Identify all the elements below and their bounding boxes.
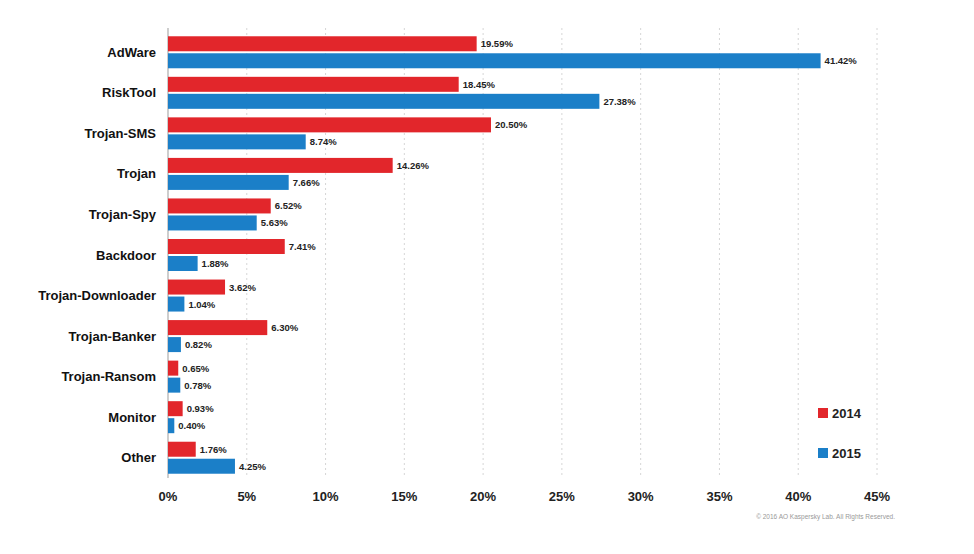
data-label: 1.88% xyxy=(202,258,229,269)
data-label: 6.30% xyxy=(271,322,298,333)
grid-line xyxy=(798,28,799,478)
bar xyxy=(168,297,184,312)
bar xyxy=(168,401,183,416)
bar xyxy=(168,337,181,352)
category-label: Trojan xyxy=(117,166,156,181)
annotation: © 2016 AO Kaspersky Lab. All Rights Rese… xyxy=(756,513,895,521)
category-label: Backdoor xyxy=(96,248,156,263)
bar xyxy=(168,158,393,173)
data-label: 18.45% xyxy=(463,79,496,90)
data-label: 0.82% xyxy=(185,339,212,350)
tick-label: 35% xyxy=(706,489,732,504)
bar xyxy=(168,361,178,376)
bar xyxy=(168,442,196,457)
bar xyxy=(168,77,459,92)
bar xyxy=(168,53,821,68)
data-label: 41.42% xyxy=(825,55,858,66)
category-label: Trojan-SMS xyxy=(84,126,156,141)
legend-label: 2014 xyxy=(832,406,862,421)
bar xyxy=(168,36,477,51)
data-label: 4.25% xyxy=(239,461,266,472)
legend-swatch xyxy=(818,408,828,418)
tick-label: 10% xyxy=(313,489,339,504)
bar xyxy=(168,198,271,213)
grid xyxy=(168,28,877,478)
data-label: 8.74% xyxy=(310,136,337,147)
bar xyxy=(168,459,235,474)
bar xyxy=(168,94,599,109)
data-label: 19.59% xyxy=(481,38,514,49)
tick-label: 20% xyxy=(470,489,496,504)
data-label: 5.63% xyxy=(261,217,288,228)
data-label: 7.66% xyxy=(293,177,320,188)
legend-swatch xyxy=(818,448,828,458)
tick-label: 40% xyxy=(785,489,811,504)
data-label: 0.40% xyxy=(178,420,205,431)
data-label: 1.04% xyxy=(188,299,215,310)
bars xyxy=(168,36,821,473)
bar xyxy=(168,134,306,149)
bar xyxy=(168,256,198,271)
category-label: Trojan-Banker xyxy=(69,329,156,344)
tick-label: 30% xyxy=(628,489,654,504)
data-label: 20.50% xyxy=(495,119,528,130)
grid-line xyxy=(640,28,641,478)
data-label: 0.65% xyxy=(182,363,209,374)
bar xyxy=(168,175,289,190)
data-label: 3.62% xyxy=(229,282,256,293)
bar xyxy=(168,418,174,433)
category-label: RiskTool xyxy=(102,85,156,100)
grid-line xyxy=(877,28,878,478)
data-label: 7.41% xyxy=(289,241,316,252)
bar xyxy=(168,280,225,295)
tick-label: 0% xyxy=(159,489,178,504)
category-label: Trojan-Spy xyxy=(89,207,157,222)
bar xyxy=(168,320,267,335)
tick-label: 5% xyxy=(237,489,256,504)
category-label: AdWare xyxy=(107,45,156,60)
chart: 0% 5% 10% 15% 20% 25% 30% 35% 40% 45% AdWare RiskTo… xyxy=(0,0,974,554)
grid-line xyxy=(719,28,720,478)
bar xyxy=(168,215,257,230)
tick-label: 45% xyxy=(864,489,890,504)
bar xyxy=(168,378,180,393)
category-label: Trojan-Ransom xyxy=(61,369,156,384)
data-label: 27.38% xyxy=(603,96,636,107)
data-label: 14.26% xyxy=(397,160,430,171)
data-label: 6.52% xyxy=(275,200,302,211)
category-label: Trojan-Downloader xyxy=(38,288,156,303)
category-label: Monitor xyxy=(108,410,156,425)
bar xyxy=(168,117,491,132)
tick-label: 25% xyxy=(549,489,575,504)
legend: 2014 2015 xyxy=(818,406,862,461)
data-label: 0.93% xyxy=(187,403,214,414)
data-label: 1.76% xyxy=(200,444,227,455)
category-label: Other xyxy=(121,450,156,465)
legend-label: 2015 xyxy=(832,446,861,461)
tick-label: 15% xyxy=(391,489,417,504)
data-labels: 19.59% 18.45% 20.50% 14.26% 6.52% 7.41% 3.62% 6… xyxy=(178,38,857,471)
data-label: 0.78% xyxy=(184,380,211,391)
bar xyxy=(168,239,285,254)
